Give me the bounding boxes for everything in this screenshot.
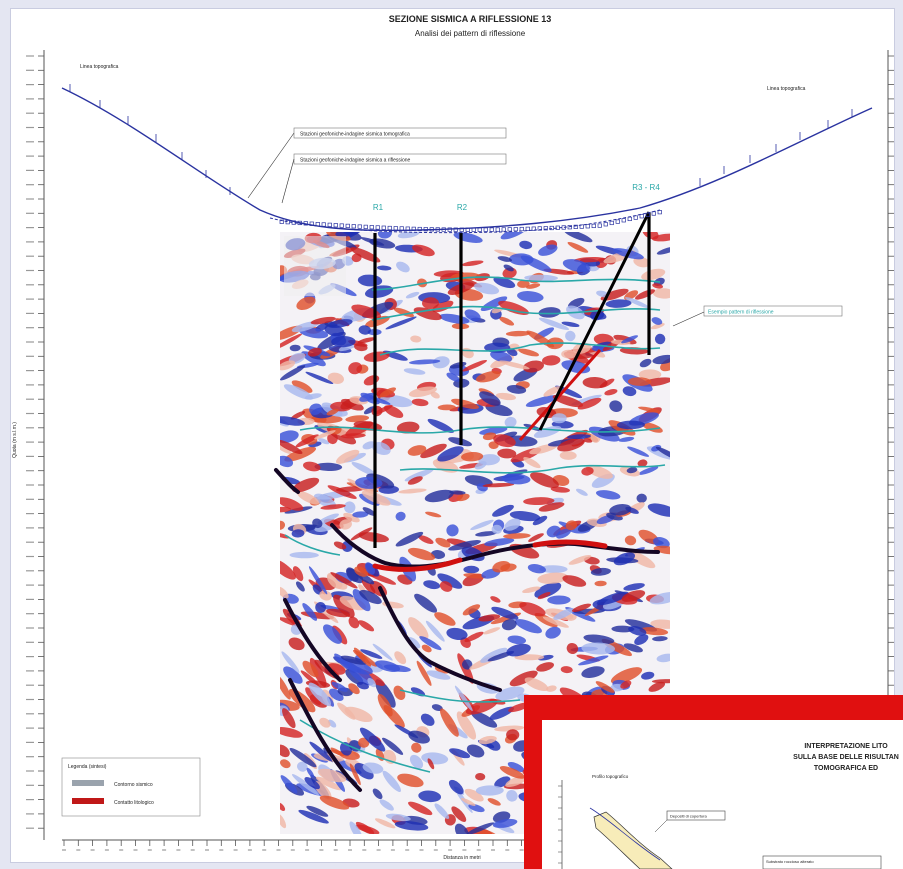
right-elevation-axis: [887, 50, 894, 700]
inset-title-1: INTERPRETAZIONE LITO: [804, 743, 888, 750]
inset-topo-label: Profilo topografico: [592, 774, 629, 779]
station-label-r3r4: R3 - R4: [632, 183, 660, 192]
inset-title-2: SULLA BASE DELLE RISULTAN: [793, 754, 899, 761]
inset-interpretation-panel: INTERPRETAZIONE LITO SULLA BASE DELLE RI…: [524, 695, 903, 869]
section-subtitle: Analisi dei pattern di riflessione: [415, 29, 526, 38]
svg-text:Stazioni geofoniche-indagine s: Stazioni geofoniche-indagine sismica tom…: [300, 132, 410, 138]
reflection-horizon-red: [372, 539, 608, 572]
left-topo-label: Linea topografica: [80, 64, 119, 70]
x-axis-label: Distanza in metri: [443, 855, 480, 861]
inset-title-3: TOMOGRAFICA ED: [814, 765, 878, 772]
topo-station-ticks: [69, 84, 853, 195]
topographic-profile-inner: [269, 209, 661, 234]
geophone-stations: [279, 210, 662, 232]
left-elevation-axis: [26, 50, 45, 840]
station-label-r2: R2: [457, 203, 468, 212]
section-title: SEZIONE SISMICA A RIFLESSIONE 13: [389, 14, 552, 24]
y-axis-label: Quota (m s.l.m.): [12, 422, 18, 458]
inset-box-2: Substrato roccioso alterato: [766, 859, 814, 864]
vertical-lines: [373, 211, 651, 548]
station-label-r1: R1: [373, 203, 384, 212]
callout-reflection: Stazioni geofoniche-indagine sismica a r…: [281, 153, 507, 204]
legend-item-1: Contorno sismico: [114, 782, 153, 788]
red-fault-segment: [518, 349, 602, 441]
legend-item-2: Contatto litologico: [114, 800, 154, 806]
distance-axis: [62, 839, 545, 851]
callout-pattern: Esempio pattern di riflessione: [672, 305, 843, 327]
topographic-profile: [61, 87, 873, 232]
inset-box-1: Depositi di copertura: [670, 814, 707, 819]
legend: Legenda (sintesi) Contorno sismico Conta…: [61, 757, 201, 817]
right-topo-label: Linea topografica: [767, 86, 806, 92]
svg-text:Stazioni geofoniche-indagine s: Stazioni geofoniche-indagine sismica a r…: [300, 158, 411, 164]
svg-text:Esempio pattern di riflessione: Esempio pattern di riflessione: [708, 310, 774, 316]
callout-tomographic: Stazioni geofoniche-indagine sismica tom…: [247, 127, 507, 199]
legend-title: Legenda (sintesi): [68, 764, 107, 770]
